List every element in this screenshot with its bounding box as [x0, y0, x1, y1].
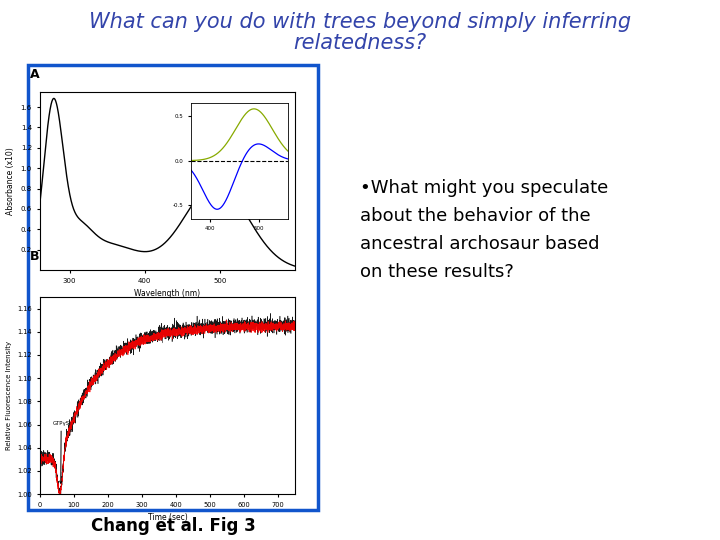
Y-axis label: Relative Fluorescence Intensity: Relative Fluorescence Intensity [6, 341, 12, 450]
X-axis label: Wavelength (nm): Wavelength (nm) [135, 289, 200, 298]
Text: Chang et al. Fig 3: Chang et al. Fig 3 [91, 517, 256, 535]
Text: •What might you speculate
about the behavior of the
ancestral archosaur based
on: •What might you speculate about the beha… [360, 179, 608, 281]
Text: What can you do with trees beyond simply inferring: What can you do with trees beyond simply… [89, 12, 631, 32]
Text: B: B [30, 250, 40, 263]
Y-axis label: Absorbance (x10): Absorbance (x10) [6, 147, 15, 215]
Text: GTPγS: GTPγS [53, 421, 70, 483]
Text: A: A [30, 68, 40, 81]
FancyBboxPatch shape [28, 65, 318, 510]
Text: relatedness?: relatedness? [293, 33, 427, 53]
X-axis label: Time (sec): Time (sec) [148, 514, 187, 522]
